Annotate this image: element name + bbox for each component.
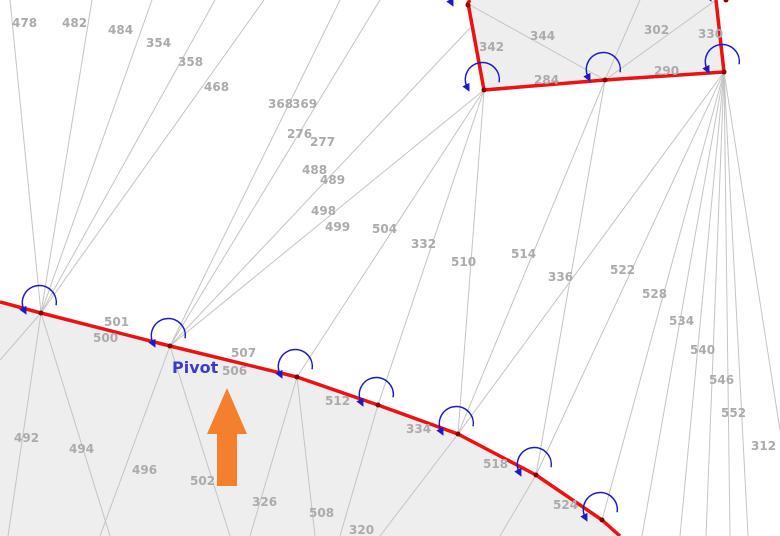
edge-label: 496	[132, 463, 157, 477]
vertex	[602, 77, 608, 83]
edge-label: 320	[349, 523, 374, 536]
edge-label: 534	[669, 314, 694, 328]
edge-label: 546	[709, 373, 734, 387]
edge-label: 358	[178, 55, 203, 69]
vertices	[38, 0, 729, 523]
edge-label: 507	[231, 346, 256, 360]
edge-label: 492	[14, 431, 39, 445]
edge-label: 336	[548, 270, 573, 284]
vertex	[481, 87, 487, 93]
vertex	[533, 472, 539, 478]
edge-label: 504	[372, 222, 397, 236]
edge-label: 500	[93, 331, 118, 345]
edge-label: 326	[252, 495, 277, 509]
edge-label: 334	[406, 422, 431, 436]
edge-label: 484	[108, 23, 133, 37]
edge-label: 512	[325, 394, 350, 408]
rotation-arc-icon	[275, 348, 314, 379]
pivot-label: Pivot	[172, 358, 219, 377]
edge-label: 502	[190, 474, 215, 488]
rotation-arc-icon	[583, 51, 622, 82]
edge-label: 506	[222, 364, 247, 378]
edge-label: 277	[310, 135, 335, 149]
rotation-arcs	[19, 0, 741, 522]
vertex	[465, 2, 471, 8]
edge-label: 499	[325, 220, 350, 234]
edge-label: 540	[690, 343, 715, 357]
edge-label: 332	[411, 237, 436, 251]
vertex	[167, 343, 173, 349]
edge-label: 330	[698, 27, 723, 41]
lower-region	[0, 302, 620, 536]
edge-label: 290	[654, 64, 679, 78]
edge-label: 508	[309, 506, 334, 520]
edge-label: 518	[483, 457, 508, 471]
edge-label: 514	[511, 247, 536, 261]
edge-label: 552	[721, 406, 746, 420]
vertex	[375, 402, 381, 408]
edge-label: 369	[292, 97, 317, 111]
edge-labels: 478 482 484 354 358 468 368 369 276 277 …	[12, 16, 776, 536]
edge-label: 342	[479, 40, 504, 54]
vertex	[721, 69, 727, 75]
edge-label: 468	[204, 80, 229, 94]
edge-label: 501	[104, 315, 129, 329]
upper-region	[468, 0, 724, 90]
vertex	[294, 374, 300, 380]
rotation-arc-icon	[514, 446, 553, 477]
rotation-arc-icon	[462, 61, 501, 92]
rotation-arc-icon	[702, 43, 741, 74]
edge-label: 302	[644, 23, 669, 37]
rotation-arc-icon	[19, 284, 58, 315]
edge-label: 482	[62, 16, 87, 30]
rotation-arc-icon	[436, 405, 475, 436]
vertex	[38, 310, 44, 316]
edge-label: 494	[69, 442, 94, 456]
edge-label: 489	[320, 173, 345, 187]
edge-label: 528	[642, 287, 667, 301]
up-arrow-icon	[207, 388, 247, 486]
edge-label: 284	[534, 73, 559, 87]
edge-label: 354	[146, 36, 171, 50]
vertex	[723, 0, 729, 3]
vertex	[599, 517, 605, 523]
edge-label: 498	[311, 204, 336, 218]
edge-label: 510	[451, 255, 476, 269]
rotation-arc-icon	[148, 317, 187, 348]
rotation-arc-icon	[580, 491, 619, 522]
edge-label: 524	[553, 498, 578, 512]
edge-label: 478	[12, 16, 37, 30]
edge-label: 312	[751, 439, 776, 453]
upper-boundary	[466, 0, 726, 92]
edge-label: 276	[287, 127, 312, 141]
edge-label: 522	[610, 263, 635, 277]
edge-label: 344	[530, 29, 555, 43]
edge-label: 368	[268, 97, 293, 111]
rotation-arc-icon	[356, 376, 395, 407]
edge-label: 488	[302, 163, 327, 177]
vertex	[455, 431, 461, 437]
